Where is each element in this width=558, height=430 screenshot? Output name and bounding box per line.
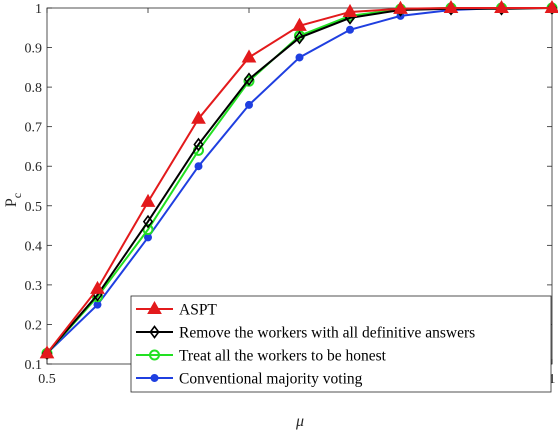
data-point-marker — [194, 162, 203, 171]
legend-label: Treat all the workers to be honest — [179, 348, 387, 365]
legend-marker — [149, 349, 160, 361]
data-point-marker — [443, 0, 459, 14]
data-point-marker — [193, 137, 204, 152]
data-point-marker — [346, 25, 354, 34]
data-point-marker — [342, 3, 358, 18]
y-axis-label: Pc — [3, 193, 24, 207]
y-axis-label-main: P — [3, 198, 20, 207]
legend-entry: Conventional majority voting — [136, 371, 363, 388]
data-point-marker — [241, 49, 257, 63]
data-point-marker — [393, 0, 408, 14]
y-tick-label: 0.9 — [25, 42, 43, 57]
legend-entry: Treat all the workers to be honest — [136, 348, 387, 365]
legend: ASPT Remove the workers with all definiti… — [130, 295, 552, 393]
legend-marker — [149, 325, 160, 339]
svg-text:Pc: Pc — [3, 193, 24, 207]
y-tick-label: 0.8 — [25, 81, 43, 96]
legend-label: ASPT — [179, 302, 217, 319]
data-point-marker — [243, 72, 255, 87]
data-point-marker — [544, 0, 558, 14]
legend-entry: Remove the workers with all definitive a… — [136, 325, 475, 342]
data-point-marker — [140, 193, 156, 207]
data-point-marker — [245, 100, 253, 109]
legend-label: Remove the workers with all definitive a… — [179, 325, 475, 342]
y-tick-label: 0.5 — [25, 200, 43, 215]
legend-box — [130, 295, 552, 393]
data-point-marker — [191, 110, 206, 124]
data-point-marker — [39, 345, 55, 359]
series-lines — [39, 0, 558, 361]
y-tick-label: 0.3 — [25, 279, 43, 294]
series-aspt — [39, 0, 558, 359]
legend-marker — [150, 374, 159, 382]
legend-entry: ASPT — [136, 300, 217, 319]
data-point-marker — [294, 30, 305, 45]
data-point-marker — [142, 214, 154, 229]
y-tick-label: 0.2 — [25, 318, 43, 333]
y-tick-label: 1 — [35, 2, 42, 17]
y-tick-label: 0.1 — [25, 358, 43, 373]
data-point-marker — [494, 0, 509, 14]
y-tick-label: 0.4 — [25, 239, 43, 254]
data-point-marker — [90, 280, 105, 294]
data-point-marker — [292, 17, 307, 31]
y-axis-label-subscript: c — [10, 193, 24, 198]
x-axis-label: μ — [295, 413, 304, 430]
legend-marker — [147, 300, 162, 315]
x-tick-label: 1 — [549, 372, 556, 387]
y-tick-label: 0.7 — [25, 121, 43, 136]
data-point-marker — [295, 53, 304, 62]
legend-label: Conventional majority voting — [179, 371, 363, 388]
y-tick-label: 0.6 — [25, 160, 43, 175]
x-tick-label: 0.5 — [38, 372, 56, 387]
